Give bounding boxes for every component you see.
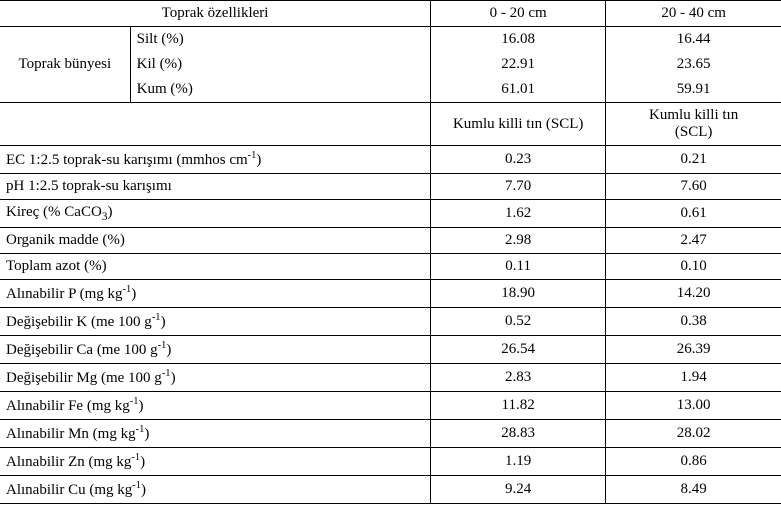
- row-value-1: 11.82: [431, 392, 606, 420]
- row-value-2: 1.94: [606, 364, 781, 392]
- row-value-2: 8.49: [606, 476, 781, 504]
- table-row: Alınabilir Mn (mg kg-1)28.8328.02: [0, 420, 781, 448]
- row-label: Toplam azot (%): [0, 254, 431, 280]
- row-value-2: 28.02: [606, 420, 781, 448]
- row-value-1: 18.90: [431, 280, 606, 308]
- row-label: Değişebilir Mg (me 100 g-1): [0, 364, 431, 392]
- row-value-1: 0.52: [431, 308, 606, 336]
- classification-value-2: Kumlu killi tın (SCL): [606, 103, 781, 146]
- table-row: Kireç (% CaCO3)1.620.61: [0, 200, 781, 228]
- texture-label: Kil (%): [130, 52, 430, 77]
- table-row: EC 1:2.5 toprak-su karışımı (mmhos cm-1)…: [0, 146, 781, 174]
- row-value-1: 0.23: [431, 146, 606, 174]
- table-row: Toplam azot (%)0.110.10: [0, 254, 781, 280]
- row-value-2: 0.38: [606, 308, 781, 336]
- row-label: EC 1:2.5 toprak-su karışımı (mmhos cm-1): [0, 146, 431, 174]
- row-value-1: 26.54: [431, 336, 606, 364]
- row-value-1: 1.62: [431, 200, 606, 228]
- row-value-1: 7.70: [431, 174, 606, 200]
- header-depth-2: 20 - 40 cm: [606, 1, 781, 27]
- table-row: Değişebilir Mg (me 100 g-1)2.831.94: [0, 364, 781, 392]
- row-value-2: 13.00: [606, 392, 781, 420]
- row-value-2: 7.60: [606, 174, 781, 200]
- header-properties: Toprak özellikleri: [0, 1, 431, 27]
- row-label: Alınabilir Zn (mg kg-1): [0, 448, 431, 476]
- classification-row: Kumlu killi tın (SCL) Kumlu killi tın (S…: [0, 103, 781, 146]
- table-header-row: Toprak özellikleri 0 - 20 cm 20 - 40 cm: [0, 1, 781, 27]
- row-value-2: 0.86: [606, 448, 781, 476]
- row-label: Kireç (% CaCO3): [0, 200, 431, 228]
- texture-value-1: 16.08: [431, 27, 606, 53]
- texture-group-label: Toprak bünyesi: [0, 27, 130, 103]
- row-label: Değişebilir K (me 100 g-1): [0, 308, 431, 336]
- texture-label: Silt (%): [130, 27, 430, 53]
- header-depth-1: 0 - 20 cm: [431, 1, 606, 27]
- texture-value-2: 16.44: [606, 27, 781, 53]
- row-value-1: 1.19: [431, 448, 606, 476]
- table-row: Alınabilir Fe (mg kg-1)11.8213.00: [0, 392, 781, 420]
- table-row: pH 1:2.5 toprak-su karışımı7.707.60: [0, 174, 781, 200]
- table-row: Alınabilir P (mg kg-1)18.9014.20: [0, 280, 781, 308]
- table-row: Alınabilir Cu (mg kg-1)9.248.49: [0, 476, 781, 504]
- row-value-2: 14.20: [606, 280, 781, 308]
- table-row: Değişebilir Ca (me 100 g-1)26.5426.39: [0, 336, 781, 364]
- row-value-1: 28.83: [431, 420, 606, 448]
- row-label: Alınabilir Mn (mg kg-1): [0, 420, 431, 448]
- classification-value-2-line1: Kumlu killi tın: [649, 107, 738, 123]
- row-value-1: 2.98: [431, 228, 606, 254]
- row-value-2: 0.61: [606, 200, 781, 228]
- row-label: Organik madde (%): [0, 228, 431, 254]
- classification-value-1: Kumlu killi tın (SCL): [431, 103, 606, 146]
- row-label: Değişebilir Ca (me 100 g-1): [0, 336, 431, 364]
- texture-value-1: 61.01: [431, 77, 606, 103]
- table-row: Değişebilir K (me 100 g-1)0.520.38: [0, 308, 781, 336]
- row-value-1: 2.83: [431, 364, 606, 392]
- row-value-1: 0.11: [431, 254, 606, 280]
- row-value-2: 2.47: [606, 228, 781, 254]
- texture-value-2: 23.65: [606, 52, 781, 77]
- soil-properties-table: Toprak özellikleri 0 - 20 cm 20 - 40 cm …: [0, 0, 781, 504]
- row-label: pH 1:2.5 toprak-su karışımı: [0, 174, 431, 200]
- texture-row-silt: Toprak bünyesi Silt (%) 16.08 16.44: [0, 27, 781, 53]
- texture-value-1: 22.91: [431, 52, 606, 77]
- row-label: Alınabilir Fe (mg kg-1): [0, 392, 431, 420]
- row-value-1: 9.24: [431, 476, 606, 504]
- row-label: Alınabilir P (mg kg-1): [0, 280, 431, 308]
- classification-value-2-line2: (SCL): [675, 124, 713, 140]
- table-row: Alınabilir Zn (mg kg-1)1.190.86: [0, 448, 781, 476]
- table-row: Organik madde (%)2.982.47: [0, 228, 781, 254]
- row-label: Alınabilir Cu (mg kg-1): [0, 476, 431, 504]
- classification-blank: [0, 103, 431, 146]
- row-value-2: 26.39: [606, 336, 781, 364]
- row-value-2: 0.21: [606, 146, 781, 174]
- row-value-2: 0.10: [606, 254, 781, 280]
- texture-label: Kum (%): [130, 77, 430, 103]
- texture-value-2: 59.91: [606, 77, 781, 103]
